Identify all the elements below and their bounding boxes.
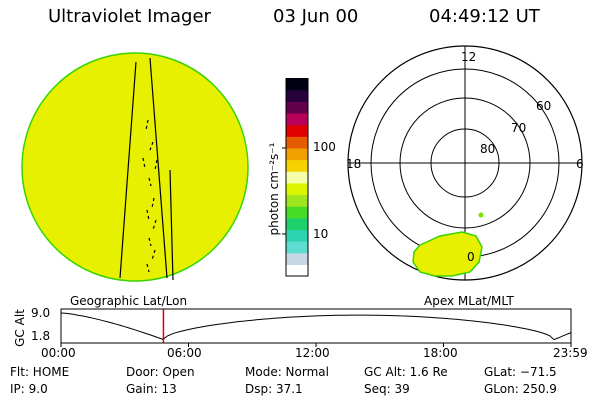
altitude-ylabel: GC Alt <box>13 309 27 347</box>
geographic-caption: Geographic Lat/Lon <box>70 294 188 308</box>
mlt-label-0: 0 <box>467 250 475 264</box>
colorbar-swatch <box>286 171 308 184</box>
colorbar-swatch <box>286 147 308 161</box>
mlt-label-12: 12 <box>461 50 476 64</box>
earth-disk-image <box>21 52 249 282</box>
swath-line <box>169 169 174 281</box>
altitude-ylabel-wrap: GC Alt <box>8 309 32 347</box>
info-gcalt: GC Alt: 1.6 Re <box>364 365 448 379</box>
colorbar-swatch <box>286 206 308 219</box>
altitude-ytick-high: 9.0 <box>31 306 51 320</box>
info-ip: IP: 9.0 <box>10 382 48 396</box>
colorbar-tick-100: 100 <box>313 140 336 154</box>
swath-line <box>149 57 168 279</box>
colorbar-swatch <box>286 229 308 242</box>
altitude-ytick-low: 1.8 <box>31 329 51 343</box>
xtick-2359: 23:59 <box>553 346 588 360</box>
colorbar-swatch <box>286 78 308 91</box>
time-label: 04:49:12 UT <box>429 6 540 27</box>
geographic-disk-panel <box>21 52 249 282</box>
info-glon: GLon: 250.9 <box>484 382 557 396</box>
colorbar-swatch <box>286 241 308 254</box>
colorbar-swatch <box>286 217 308 231</box>
colorbar-swatch <box>286 112 308 126</box>
info-mode: Mode: Normal <box>245 365 329 379</box>
colorbar-swatch <box>286 89 308 102</box>
altitude-plot <box>60 308 572 347</box>
xtick-0000: 00:00 <box>41 346 76 360</box>
dayglow-swath-lines <box>119 57 174 281</box>
colorbar-gradient <box>286 78 308 277</box>
swath-line <box>119 61 137 279</box>
apex-caption: Apex MLat/MLT <box>424 294 514 308</box>
colorbar-panel <box>282 78 309 277</box>
mlat-label-80: 80 <box>480 142 495 156</box>
emission-spot <box>478 212 484 218</box>
colorbar-swatch <box>286 252 308 265</box>
mlat-label-70: 70 <box>511 121 526 135</box>
xtick-1200: 12:00 <box>295 346 330 360</box>
colorbar-tick-10: 10 <box>313 227 329 241</box>
mlt-label-6: 6 <box>576 157 584 171</box>
xtick-0600: 06:00 <box>167 346 202 360</box>
date-label: 03 Jun 00 <box>273 6 359 27</box>
colorbar-swatch <box>286 159 308 172</box>
colorbar-frame <box>285 78 309 277</box>
info-glat: GLat: −71.5 <box>484 365 557 379</box>
info-gain: Gain: 13 <box>126 382 177 396</box>
colorbar-swatch <box>286 194 308 207</box>
colorbar-swatch <box>286 182 308 196</box>
altitude-plot-frame <box>60 308 572 344</box>
info-flt: Flt: HOME <box>10 365 70 379</box>
colorbar-swatch <box>286 124 308 137</box>
colorbar-unit-label: photon cm⁻²s⁻¹ <box>267 142 281 236</box>
xtick-1800: 18:00 <box>423 346 458 360</box>
colorbar-unit-wrap: photon cm⁻²s⁻¹ <box>254 120 294 260</box>
instrument-title: Ultraviolet Imager <box>48 6 211 27</box>
mlt-label-18: 18 <box>346 157 361 171</box>
info-door: Door: Open <box>126 365 195 379</box>
mlat-label-60: 60 <box>536 99 551 113</box>
polar-mlt-panel: 12 0 18 6 80 70 60 <box>346 45 584 281</box>
colorbar-swatch <box>286 101 308 114</box>
auroral-oval-emission <box>412 231 483 277</box>
info-dsp: Dsp: 37.1 <box>245 382 303 396</box>
altitude-curve <box>60 312 572 341</box>
info-seq: Seq: 39 <box>364 382 410 396</box>
colorbar-swatch <box>286 264 308 277</box>
colorbar-swatch <box>286 136 308 149</box>
